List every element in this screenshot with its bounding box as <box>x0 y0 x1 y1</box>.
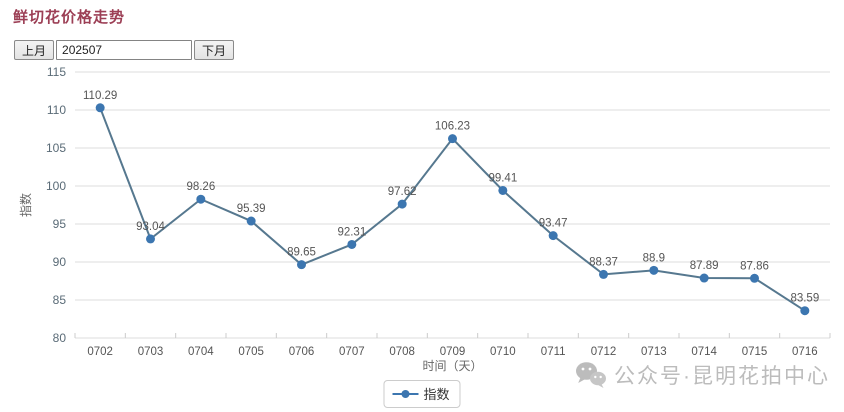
data-point-label: 83.59 <box>790 293 819 305</box>
x-tick-label: 0716 <box>792 346 818 358</box>
data-point[interactable] <box>297 260 306 270</box>
data-point-label: 93.47 <box>539 218 568 230</box>
data-point[interactable] <box>95 103 105 113</box>
data-point[interactable] <box>699 273 709 283</box>
data-point-label: 92.31 <box>337 226 366 238</box>
y-tick-label: 115 <box>47 65 66 79</box>
x-tick-label: 0706 <box>289 346 315 358</box>
data-point-label: 93.04 <box>136 221 165 233</box>
data-point-label: 106.23 <box>435 121 470 133</box>
x-tick-label: 0713 <box>641 346 667 358</box>
data-point[interactable] <box>347 239 357 249</box>
data-point-label: 88.37 <box>589 256 618 268</box>
x-tick-label: 0710 <box>490 346 516 358</box>
watermark: 公众号·昆明花拍中心 <box>575 360 830 390</box>
x-tick-label: 0709 <box>440 346 466 358</box>
y-tick-label: 85 <box>53 293 67 307</box>
data-point-label: 99.41 <box>488 172 517 184</box>
x-tick-label: 0703 <box>138 346 164 358</box>
data-point[interactable] <box>146 234 155 244</box>
next-month-button[interactable]: 下月 <box>194 40 235 60</box>
data-point-label: 110.29 <box>83 90 117 102</box>
data-point[interactable] <box>750 273 759 283</box>
y-tick-label: 105 <box>46 141 66 155</box>
line-chart-svg: 80 85 90 95 100 105 110 115 0702 0703 0704 0705 0706… <box>18 65 831 373</box>
data-point[interactable] <box>196 194 206 204</box>
data-point[interactable] <box>548 231 558 241</box>
x-tick-label: 0711 <box>541 346 566 358</box>
month-input[interactable] <box>56 40 193 60</box>
wechat-icon <box>576 362 606 388</box>
data-point[interactable] <box>498 185 508 195</box>
y-tick-label: 100 <box>46 179 66 193</box>
page-title: 鲜切花价格走势 <box>13 9 126 26</box>
y-tick-label: 110 <box>47 103 66 117</box>
data-point-label: 95.39 <box>237 203 266 215</box>
data-point[interactable] <box>599 269 608 279</box>
x-tick-label: 0715 <box>742 346 768 358</box>
data-point-label: 89.65 <box>287 247 316 259</box>
watermark-text: 公众号·昆明花拍中心 <box>614 365 830 388</box>
legend-line-marker-icon <box>392 389 419 398</box>
x-tick-label: 0704 <box>188 346 214 358</box>
data-point[interactable] <box>649 265 659 275</box>
data-point-label: 98.26 <box>186 181 215 193</box>
legend-item-index[interactable]: 指数 <box>383 380 461 408</box>
x-axis-title: 时间（天） <box>422 359 482 373</box>
x-tick-label: 0705 <box>238 346 264 358</box>
x-tick-label: 0702 <box>87 346 113 358</box>
x-tick-label: 0708 <box>389 346 415 358</box>
data-point-label: 88.9 <box>643 252 665 264</box>
data-point[interactable] <box>397 199 407 209</box>
data-point-label: 87.89 <box>690 260 719 272</box>
data-point-label: 97.62 <box>388 186 417 198</box>
y-tick-label: 95 <box>53 217 67 231</box>
data-point[interactable] <box>246 216 256 226</box>
y-tick-label: 90 <box>53 255 67 269</box>
data-point-label: 87.86 <box>740 260 769 272</box>
price-trend-chart: 80 85 90 95 100 105 110 115 0702 0703 0704 0705 0706… <box>0 55 844 377</box>
prev-month-button[interactable]: 上月 <box>14 40 55 60</box>
data-point[interactable] <box>800 306 810 316</box>
x-tick-label: 0714 <box>691 346 717 358</box>
x-tick-label: 0712 <box>591 346 617 358</box>
data-point[interactable] <box>448 134 457 144</box>
x-tick-label: 0707 <box>339 346 365 358</box>
month-controls: 上月 下月 <box>14 40 235 60</box>
y-axis-title: 指数 <box>18 193 33 217</box>
y-tick-label: 80 <box>53 331 67 345</box>
legend-label: 指数 <box>423 387 450 402</box>
